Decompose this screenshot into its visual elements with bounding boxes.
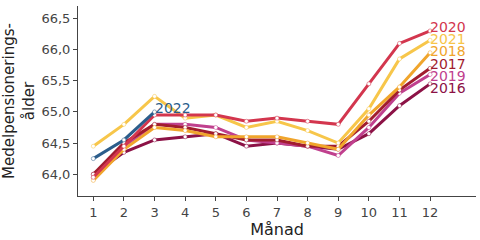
svg-text:Månad: Månad xyxy=(250,220,304,239)
svg-text:2019: 2019 xyxy=(430,68,466,84)
svg-text:12: 12 xyxy=(422,205,439,220)
svg-text:6: 6 xyxy=(242,205,250,220)
svg-text:2020: 2020 xyxy=(430,19,466,35)
svg-text:5: 5 xyxy=(212,205,220,220)
svg-text:65,5: 65,5 xyxy=(41,73,70,88)
svg-text:3: 3 xyxy=(150,205,158,220)
svg-text:2021: 2021 xyxy=(430,31,466,47)
svg-text:2016: 2016 xyxy=(430,80,466,96)
svg-text:2022: 2022 xyxy=(155,100,191,116)
svg-text:10: 10 xyxy=(361,205,378,220)
svg-text:1: 1 xyxy=(89,205,97,220)
svg-text:4: 4 xyxy=(181,205,189,220)
svg-text:7: 7 xyxy=(273,205,281,220)
svg-text:2: 2 xyxy=(120,205,128,220)
svg-text:66,5: 66,5 xyxy=(41,11,70,26)
svg-text:2018: 2018 xyxy=(430,43,466,59)
svg-text:65,0: 65,0 xyxy=(41,104,70,119)
svg-text:64,0: 64,0 xyxy=(41,167,70,182)
svg-text:Medelpensionerings-ålder: Medelpensionerings-ålder xyxy=(0,23,37,179)
svg-text:2017: 2017 xyxy=(430,56,466,72)
svg-text:66,0: 66,0 xyxy=(41,42,70,57)
svg-text:64,5: 64,5 xyxy=(41,136,70,151)
svg-text:9: 9 xyxy=(334,205,342,220)
svg-text:8: 8 xyxy=(303,205,311,220)
svg-text:11: 11 xyxy=(391,205,408,220)
